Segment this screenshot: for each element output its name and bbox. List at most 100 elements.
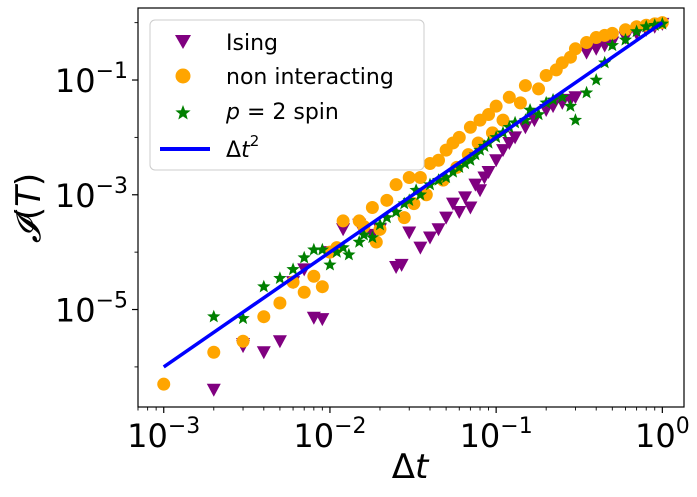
p2spin-point bbox=[297, 250, 311, 264]
p2spin-point bbox=[579, 85, 594, 99]
nonint-point bbox=[157, 377, 171, 391]
p2spin-point bbox=[397, 196, 411, 210]
ising-point bbox=[431, 223, 446, 237]
p2spin-point bbox=[323, 257, 337, 271]
p2spin-point bbox=[342, 247, 356, 261]
nonint-point bbox=[236, 334, 250, 348]
nonint-point bbox=[489, 99, 503, 113]
p2spin-point bbox=[330, 245, 344, 258]
p2spin-point bbox=[409, 183, 423, 196]
p2spin-point bbox=[518, 113, 533, 126]
legend: Ising non interacting p = 2 spin Δt2 bbox=[149, 19, 425, 171]
y-tick-label: 10−5 bbox=[55, 289, 128, 330]
ising-point bbox=[508, 131, 523, 145]
ising-point bbox=[336, 223, 351, 237]
p2spin-point bbox=[605, 38, 619, 52]
nonint-point bbox=[539, 68, 553, 82]
ising-point bbox=[502, 136, 517, 150]
p2spin-point bbox=[589, 73, 603, 86]
ising-point bbox=[458, 191, 473, 205]
nonint-point bbox=[532, 82, 546, 96]
x-tick-label: 100 bbox=[635, 414, 690, 455]
ising-point bbox=[489, 154, 504, 168]
ising-point bbox=[445, 197, 460, 211]
p2spin-point bbox=[431, 173, 446, 186]
p2spin-point bbox=[618, 32, 633, 46]
ising-point bbox=[206, 383, 221, 397]
y-axis: 10−5 10−3 10−1 bbox=[55, 22, 138, 368]
nonint-point bbox=[432, 153, 446, 167]
ising-point bbox=[555, 96, 570, 110]
nonint-point bbox=[563, 50, 577, 64]
nonint-point bbox=[373, 222, 387, 236]
nonint-point bbox=[496, 113, 510, 127]
y-tick-label: 10−1 bbox=[55, 59, 128, 100]
p2spin-point bbox=[629, 24, 644, 38]
p2spin-point bbox=[555, 90, 569, 103]
nonint-point bbox=[365, 201, 379, 214]
nonint-point bbox=[513, 96, 527, 110]
nonint-point bbox=[452, 130, 466, 144]
p2spin-point bbox=[365, 230, 380, 244]
ising-point bbox=[496, 144, 511, 158]
plot-area-frame bbox=[137, 7, 685, 408]
p2spin-point bbox=[402, 193, 416, 206]
nonint-point bbox=[336, 214, 350, 228]
p2spin-point bbox=[452, 160, 466, 174]
nonint-point bbox=[397, 211, 411, 225]
ising-point bbox=[579, 46, 594, 60]
ising-point bbox=[423, 231, 437, 245]
nonint-point bbox=[257, 310, 271, 324]
legend-p2spin-marker bbox=[175, 105, 191, 120]
nonint-point bbox=[618, 23, 632, 37]
nonint-point bbox=[413, 171, 427, 184]
ising-point bbox=[463, 201, 478, 215]
nonint-point bbox=[297, 285, 311, 299]
p2spin-point bbox=[639, 19, 653, 33]
x-axis-label: Δt bbox=[392, 447, 430, 487]
legend-nonint-label: non interacting bbox=[226, 65, 394, 90]
ising-point bbox=[394, 258, 409, 272]
ising-point bbox=[439, 211, 454, 225]
plot-marks bbox=[157, 16, 670, 397]
p2spin-point bbox=[389, 205, 403, 218]
legend-nonint-marker bbox=[175, 68, 191, 84]
x-tick-label: 10−3 bbox=[127, 414, 200, 455]
nonint-point bbox=[580, 36, 594, 50]
nonint-point bbox=[315, 280, 329, 294]
nonint-point bbox=[518, 79, 532, 93]
p2spin-point bbox=[380, 210, 394, 224]
nonint-point bbox=[402, 171, 416, 184]
ising-point bbox=[413, 241, 428, 255]
p2spin-point bbox=[563, 99, 578, 112]
p2spin-point bbox=[413, 187, 428, 201]
p2spin-point bbox=[207, 309, 221, 323]
nonint-point bbox=[463, 120, 477, 134]
legend-ising-marker bbox=[175, 35, 191, 49]
x-tick-label: 10−2 bbox=[293, 414, 366, 455]
y-tick-label: 10−3 bbox=[55, 174, 128, 215]
x-tick-label: 10−1 bbox=[460, 414, 533, 455]
p2spin-point bbox=[446, 164, 460, 178]
p2spin-point bbox=[286, 262, 300, 276]
p2spin-point bbox=[439, 170, 453, 184]
p2spin-point bbox=[463, 153, 478, 166]
legend-box bbox=[149, 19, 425, 171]
nonint-point bbox=[380, 193, 394, 207]
p2spin-point bbox=[468, 147, 483, 161]
p2spin-point bbox=[336, 240, 350, 254]
p2spin-point bbox=[352, 235, 366, 248]
p2spin-point bbox=[568, 113, 583, 126]
p2spin-point bbox=[315, 242, 329, 256]
ising-point bbox=[452, 206, 467, 220]
nonint-point bbox=[502, 90, 516, 104]
nonint-point bbox=[389, 178, 403, 192]
p2spin-point bbox=[523, 103, 537, 116]
fit-line bbox=[162, 21, 664, 369]
p2spin-point bbox=[357, 227, 371, 241]
ising-point bbox=[477, 171, 492, 185]
legend-fit-label: Δt2 bbox=[226, 132, 259, 163]
ising-point bbox=[589, 42, 604, 56]
p2spin-point bbox=[648, 18, 662, 31]
nonint-point bbox=[207, 345, 221, 359]
